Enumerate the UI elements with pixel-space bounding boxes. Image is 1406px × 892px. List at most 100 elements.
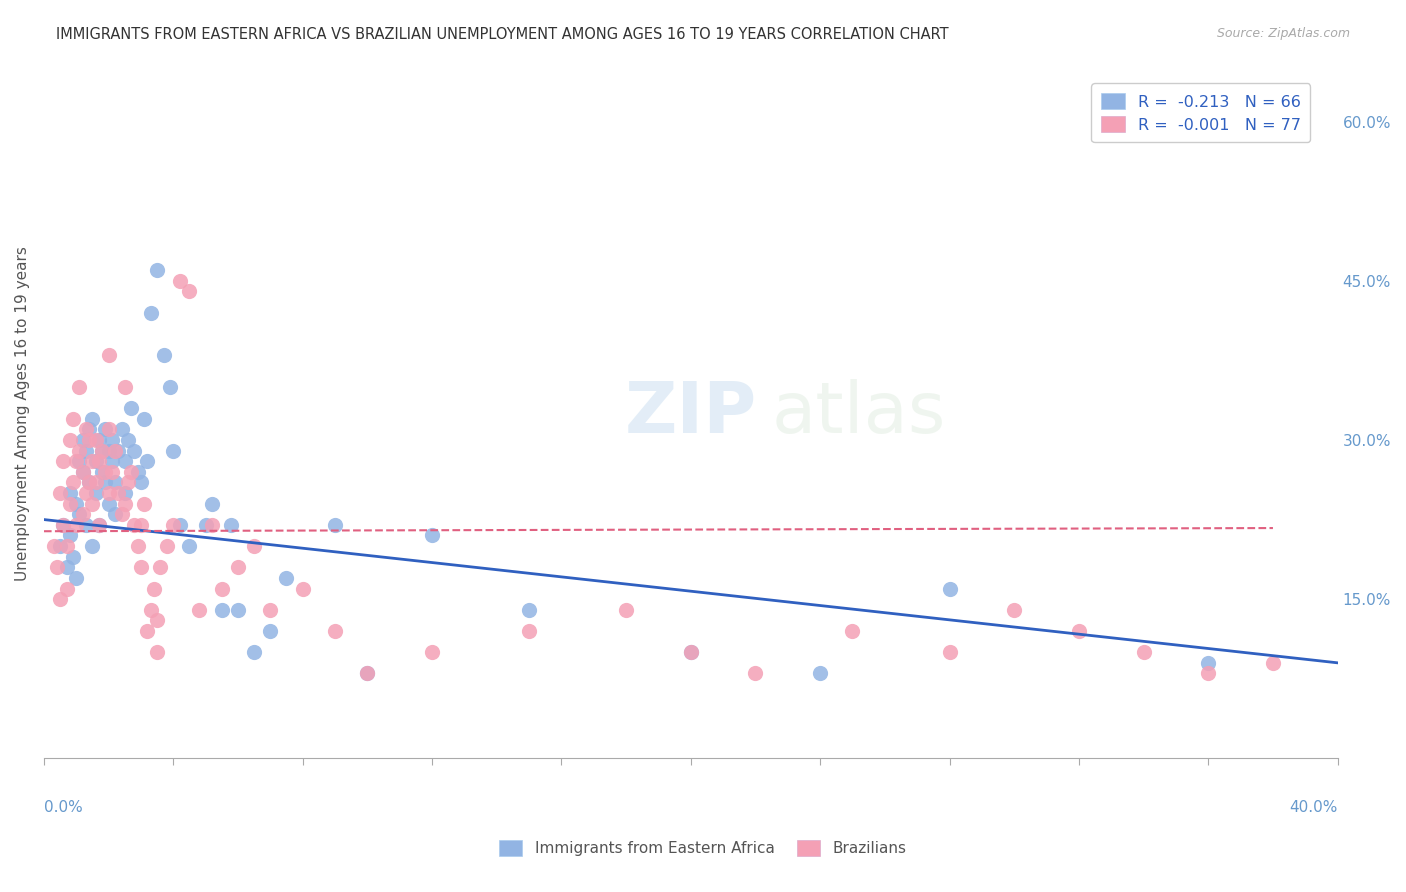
Point [420,645,443,659]
Point [517,603,540,617]
Text: 0.0%: 0.0% [44,800,83,814]
Point [938,582,960,596]
Point [124,443,146,458]
Point [221,517,243,532]
Point [75,517,97,532]
Point [45,560,67,574]
Point [136,454,159,468]
Point [84,475,107,490]
Point [42,539,65,553]
Point [82,454,104,468]
Point [77,475,100,490]
Point [62,475,84,490]
Point [87,517,110,532]
Point [134,411,156,425]
Point [356,666,378,681]
Point [52,517,75,532]
Point [104,475,127,490]
Point [82,411,104,425]
Text: IMMIGRANTS FROM EASTERN AFRICA VS BRAZILIAN UNEMPLOYMENT AMONG AGES 16 TO 19 YEA: IMMIGRANTS FROM EASTERN AFRICA VS BRAZIL… [56,27,949,42]
Point [59,433,82,447]
Point [188,603,211,617]
Point [65,497,87,511]
Point [94,475,117,490]
Text: Source: ZipAtlas.com: Source: ZipAtlas.com [1216,27,1350,40]
Point [146,263,169,277]
Point [49,592,72,607]
Point [107,443,129,458]
Point [69,454,91,468]
Point [49,539,72,553]
Point [179,539,201,553]
Point [65,454,87,468]
Point [134,497,156,511]
Point [72,465,94,479]
Point [243,645,266,659]
Point [59,528,82,542]
Point [97,348,120,362]
Point [169,274,191,288]
Point [59,486,82,500]
Point [194,517,217,532]
Point [91,465,114,479]
Point [142,582,165,596]
Point [226,603,249,617]
Legend: Immigrants from Eastern Africa, Brazilians: Immigrants from Eastern Africa, Brazilia… [494,834,912,862]
Point [110,508,132,522]
Point [114,380,136,394]
Point [127,465,149,479]
Point [420,528,443,542]
Point [72,465,94,479]
Point [136,624,159,638]
Point [517,624,540,638]
Point [323,624,346,638]
Point [87,433,110,447]
Point [117,433,139,447]
Point [152,348,174,362]
Point [94,422,117,436]
Point [104,508,127,522]
Point [101,433,124,447]
Point [146,613,169,627]
Point [69,443,91,458]
Point [129,560,152,574]
Text: 40.0%: 40.0% [1289,800,1337,814]
Point [1067,624,1090,638]
Point [841,624,863,638]
Point [938,645,960,659]
Point [679,645,702,659]
Point [82,539,104,553]
Point [77,433,100,447]
Point [87,517,110,532]
Point [114,486,136,500]
Point [62,549,84,564]
Point [75,422,97,436]
Point [129,475,152,490]
Point [117,475,139,490]
Point [744,666,766,681]
Point [55,560,77,574]
Point [107,486,129,500]
Point [162,517,184,532]
Point [356,666,378,681]
Point [127,539,149,553]
Point [201,517,224,532]
Point [679,645,702,659]
Point [84,433,107,447]
Point [146,645,169,659]
Point [259,603,281,617]
Point [69,508,91,522]
Point [84,454,107,468]
Point [139,305,162,319]
Point [291,582,314,596]
Point [129,517,152,532]
Point [201,497,224,511]
Point [104,443,127,458]
Point [149,560,172,574]
Point [162,443,184,458]
Point [323,517,346,532]
Point [84,486,107,500]
Point [77,475,100,490]
Point [1197,656,1219,670]
Point [72,508,94,522]
